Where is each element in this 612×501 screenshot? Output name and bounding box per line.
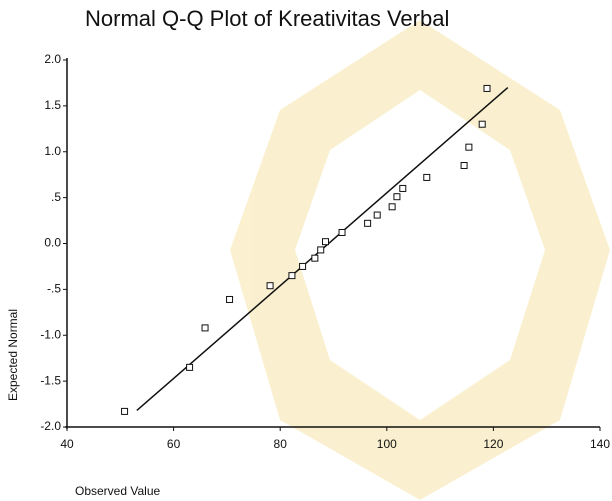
point xyxy=(374,212,380,218)
x-axis-label: Observed Value xyxy=(75,484,160,498)
y-tick-label: -1.0 xyxy=(40,327,61,341)
y-tick-label: -1.5 xyxy=(40,373,61,387)
point xyxy=(479,121,485,127)
x-tick-label: 100 xyxy=(377,437,397,451)
y-tick-label: 1.5 xyxy=(44,98,61,112)
point xyxy=(461,163,467,169)
point xyxy=(400,185,406,191)
x-tick-label: 140 xyxy=(590,437,610,451)
watermark xyxy=(230,20,610,500)
point xyxy=(122,408,128,414)
point xyxy=(323,239,329,245)
y-tick-label: -.5 xyxy=(47,282,61,296)
point xyxy=(318,247,324,253)
point xyxy=(389,204,395,210)
x-tick-label: 120 xyxy=(483,437,503,451)
point xyxy=(484,85,490,91)
point xyxy=(267,283,273,289)
y-axis-label: Expected Normal xyxy=(6,309,20,401)
point xyxy=(202,325,208,331)
x-tick-label: 60 xyxy=(167,437,181,451)
point xyxy=(312,255,318,261)
point xyxy=(365,220,371,226)
y-tick-label: -2.0 xyxy=(40,419,61,433)
x-tick-label: 40 xyxy=(60,437,74,451)
y-tick-label: 1.0 xyxy=(44,144,61,158)
y-tick-label: 0.0 xyxy=(44,236,61,250)
point xyxy=(394,194,400,200)
point xyxy=(187,364,193,370)
point xyxy=(227,296,233,302)
chart: Normal Q-Q Plot of Kreativitas Verbal Ob… xyxy=(0,0,612,501)
y-tick-label: .5 xyxy=(51,190,61,204)
point xyxy=(289,273,295,279)
point xyxy=(424,174,430,180)
y-tick-label: 2.0 xyxy=(44,52,61,66)
point xyxy=(339,229,345,235)
point xyxy=(466,144,472,150)
chart-title: Normal Q-Q Plot of Kreativitas Verbal xyxy=(85,6,449,31)
x-tick-label: 80 xyxy=(274,437,288,451)
point xyxy=(300,263,306,269)
